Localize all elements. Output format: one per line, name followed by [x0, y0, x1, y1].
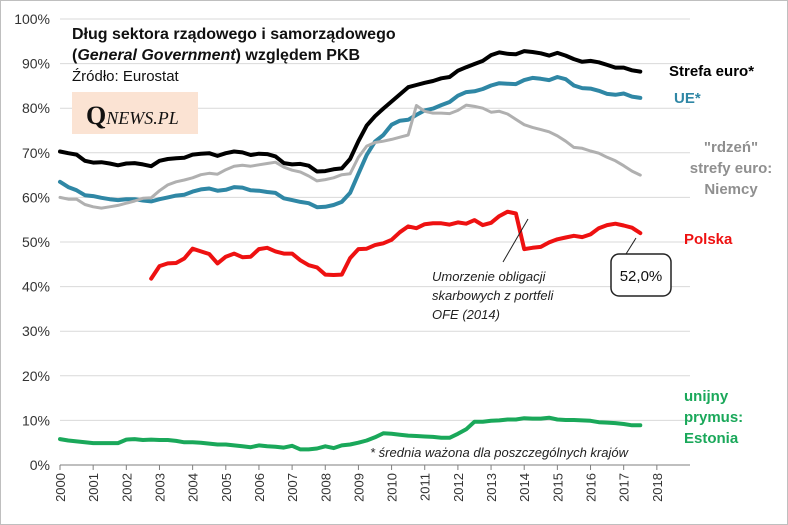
series-label: Strefa euro* — [669, 63, 754, 80]
x-tick-label: 2009 — [351, 473, 366, 502]
series-label: Estonia — [684, 430, 739, 447]
ofe-annotation-pointer — [502, 218, 529, 263]
y-tick-label: 40% — [22, 279, 50, 295]
series-line-strefa-euro — [58, 49, 643, 174]
source-label: Źródło: Eurostat — [72, 68, 180, 85]
y-tick-label: 90% — [22, 56, 50, 72]
series-label: prymus: — [684, 409, 743, 426]
series-lines — [58, 49, 643, 452]
ofe-note-line: skarbowych z portfeli — [432, 288, 554, 303]
x-tick-label: 2018 — [650, 473, 665, 502]
x-tick-label: 2004 — [186, 473, 201, 502]
x-tick-label: 2002 — [119, 473, 134, 502]
value-box — [610, 253, 672, 297]
title-open-paren: ( — [72, 47, 78, 64]
series-line-estonia — [58, 415, 643, 452]
x-tick-label: 2014 — [517, 473, 532, 502]
y-tick-label: 50% — [22, 234, 50, 250]
y-tick-label: 100% — [14, 11, 50, 27]
ofe-note-line: Umorzenie obligacji — [432, 269, 547, 284]
y-tick-label: 20% — [22, 368, 50, 384]
title-rest: ) względem PKB — [236, 47, 360, 64]
x-tick-label: 2011 — [418, 473, 433, 501]
qnews-logo: QNEWS.PL — [72, 92, 198, 134]
y-tick-label: 70% — [22, 145, 50, 161]
x-tick-label: 2017 — [617, 473, 632, 502]
y-axis-ticks: 0% 10% 20% 30% 40% 50% 60% 70% 80% 90% 100% — [14, 11, 50, 473]
logo-q: Q — [86, 101, 106, 130]
y-tick-label: 0% — [30, 457, 50, 473]
logo-background — [72, 92, 198, 134]
x-tick-label: 2012 — [451, 473, 466, 502]
footnote: * średnia ważona dla poszczególnych kraj… — [370, 445, 630, 460]
series-line-niemcy — [58, 103, 642, 210]
x-tick-label: 2013 — [484, 473, 499, 502]
y-tick-label: 10% — [22, 412, 50, 428]
ofe-annotation: Umorzenie obligacji skarbowych z portfeli… — [432, 269, 554, 322]
logo-rest: NEWS.PL — [105, 108, 179, 128]
series-label: Niemcy — [704, 181, 758, 198]
series-label: unijny — [684, 388, 729, 405]
series-label: Polska — [684, 231, 733, 248]
x-tick-label: 2008 — [318, 473, 333, 502]
chart-title-line1: Dług sektora rządowego i samorządowego — [72, 26, 396, 43]
x-tick-label: 2015 — [550, 473, 565, 502]
x-tick-label: 2007 — [285, 473, 300, 502]
series-labels: Strefa euro* UE* "rdzeń" strefy euro: Niemcy… — [669, 63, 772, 447]
title-italic: General Government — [77, 47, 236, 64]
x-tick-label: 2016 — [584, 473, 599, 502]
x-tick-label: 2005 — [219, 473, 234, 502]
x-tick-label: 2003 — [152, 473, 167, 502]
x-tick-label: 2006 — [252, 473, 267, 502]
value-box-text: 52,0% — [620, 268, 663, 285]
x-tick-label: 2000 — [53, 473, 68, 502]
series-label: strefy euro: — [690, 160, 773, 177]
y-tick-label: 30% — [22, 323, 50, 339]
series-line-polska — [149, 209, 643, 281]
chart-title-line2: (General Government) względem PKB — [72, 47, 360, 64]
logo-text: QNEWS.PL — [86, 101, 179, 130]
value-box-pointer — [625, 237, 637, 255]
x-tick-label: 2001 — [86, 473, 101, 502]
y-tick-label: 80% — [22, 100, 50, 116]
series-label: UE* — [674, 90, 701, 107]
x-tick-label: 2010 — [385, 473, 400, 502]
x-axis-ticks: 2000 2001 2002 2003 2004 2005 2006 2007 2008 2009… — [53, 465, 665, 502]
ofe-note-line: OFE (2014) — [432, 307, 500, 322]
series-line-ue — [58, 75, 643, 210]
y-tick-label: 60% — [22, 189, 50, 205]
series-label: "rdzeń" — [704, 139, 758, 156]
